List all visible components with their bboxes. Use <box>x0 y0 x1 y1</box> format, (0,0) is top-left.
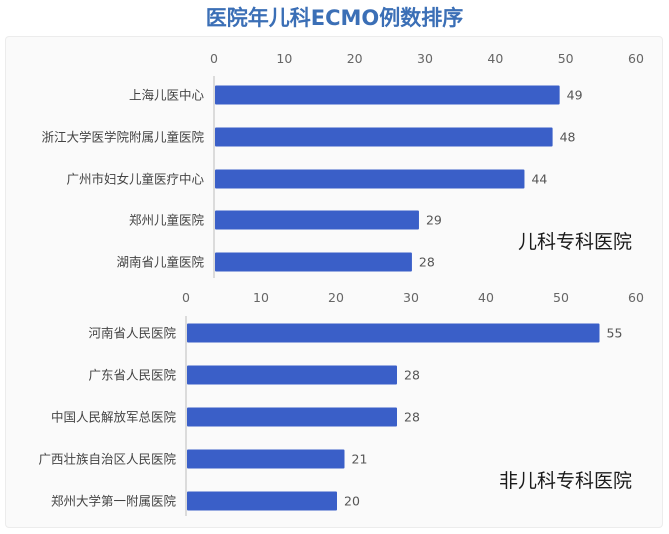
chart1-tick-label: 50 <box>558 51 574 66</box>
chart1-value-label: 44 <box>531 172 547 187</box>
chart2-bar <box>187 323 600 343</box>
chart1-value-label: 48 <box>560 130 576 145</box>
chart2-category-label: 中国人民解放军总医院 <box>51 410 177 425</box>
chart2-value-label: 55 <box>607 326 623 341</box>
chart2-bar <box>187 365 397 385</box>
chart1-value-label: 28 <box>419 255 435 270</box>
chart2-tick-label: 50 <box>553 290 569 305</box>
chart2-value-label: 28 <box>404 368 420 383</box>
chart1-tick-label: 40 <box>487 51 503 66</box>
chart1-category-label: 浙江大学医学院附属儿童医院 <box>41 130 204 145</box>
chart2-category-label: 广东省人民医院 <box>88 368 176 383</box>
chart1-value-label: 29 <box>426 213 442 228</box>
chart1-tick-label: 30 <box>417 51 433 66</box>
chart1-value-label: 49 <box>567 88 583 103</box>
chart2-bar <box>187 491 337 511</box>
chart1-annotation: 儿科专科医院 <box>518 231 632 253</box>
chart1-tick-label: 60 <box>628 51 644 66</box>
chart2-value-label: 21 <box>352 452 368 467</box>
chart2-value-label: 20 <box>344 494 360 509</box>
chart1-tick-label: 10 <box>276 51 292 66</box>
chart2-tick-label: 10 <box>253 290 269 305</box>
chart1-bar <box>215 85 560 105</box>
chart1-tick-label: 0 <box>210 51 218 66</box>
chart2-tick-label: 0 <box>182 290 190 305</box>
chart2-category-label: 广西壮族自治区人民医院 <box>38 452 176 467</box>
chart1-category-label: 湖南省儿童医院 <box>116 255 204 270</box>
chart2-category-label: 河南省人民医院 <box>88 326 176 341</box>
chart2-value-label: 28 <box>404 410 420 425</box>
chart2-tick-label: 60 <box>628 290 644 305</box>
chart-panel <box>5 36 663 528</box>
chart1-tick-label: 20 <box>347 51 363 66</box>
chart2-category-label: 郑州大学第一附属医院 <box>51 494 177 509</box>
chart1-category-label: 郑州儿童医院 <box>129 213 205 228</box>
chart2-tick-label: 20 <box>328 290 344 305</box>
chart1-bar <box>215 127 553 147</box>
chart1-category-label: 广州市妇女儿童医疗中心 <box>66 172 204 187</box>
chart2-tick-label: 40 <box>478 290 494 305</box>
chart2-bar <box>187 449 345 469</box>
chart1-category-label: 上海儿医中心 <box>129 88 205 103</box>
chart1-bar <box>215 169 525 189</box>
chart2-bar <box>187 407 397 427</box>
chart2-tick-label: 30 <box>403 290 419 305</box>
chart1-bar <box>215 210 419 230</box>
chart2-annotation: 非儿科专科医院 <box>499 470 632 492</box>
chart1-bar <box>215 252 412 272</box>
chart-title: 医院年儿科ECMO例数排序 <box>205 6 464 30</box>
